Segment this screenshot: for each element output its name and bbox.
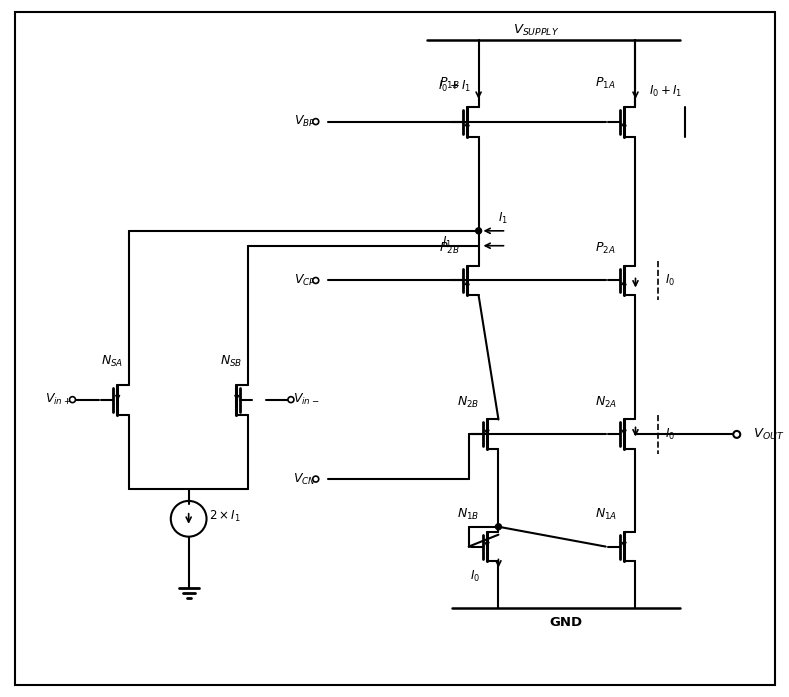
Text: $P_{1A}$: $P_{1A}$	[596, 77, 616, 91]
Text: $I_0$: $I_0$	[665, 273, 675, 288]
Text: $N_{2B}$: $N_{2B}$	[458, 395, 480, 410]
Text: $V_{CP}$: $V_{CP}$	[294, 273, 316, 288]
Text: $V_{in+}$: $V_{in+}$	[45, 392, 72, 407]
Text: $V_{OUT}$: $V_{OUT}$	[753, 427, 784, 442]
Text: $I_0$: $I_0$	[469, 569, 480, 584]
Text: $I_0$: $I_0$	[665, 427, 675, 442]
Circle shape	[495, 523, 502, 530]
Text: $I_0+I_1$: $I_0+I_1$	[438, 79, 472, 94]
Text: $N_{SB}$: $N_{SB}$	[220, 354, 242, 369]
Text: $N_{2A}$: $N_{2A}$	[595, 395, 617, 410]
Text: $2\times I_1$: $2\times I_1$	[208, 510, 241, 524]
Text: $V_{BP}$: $V_{BP}$	[294, 114, 316, 129]
Text: $I_1$: $I_1$	[499, 211, 508, 227]
Text: $I_0+I_1$: $I_0+I_1$	[649, 84, 682, 100]
Text: $P_{1B}$: $P_{1B}$	[439, 77, 459, 91]
Text: $V_{in-}$: $V_{in-}$	[293, 392, 320, 407]
Text: $N_{1B}$: $N_{1B}$	[458, 507, 480, 522]
Circle shape	[733, 431, 740, 438]
Text: $V_{SUPPLY}$: $V_{SUPPLY}$	[513, 23, 559, 38]
Circle shape	[288, 397, 294, 403]
Circle shape	[476, 228, 481, 233]
Text: $P_{2A}$: $P_{2A}$	[596, 241, 616, 256]
Circle shape	[69, 397, 76, 403]
Text: $V_{CN}$: $V_{CN}$	[293, 472, 316, 487]
Text: $N_{1A}$: $N_{1A}$	[595, 507, 617, 522]
Circle shape	[312, 118, 319, 125]
Circle shape	[312, 277, 319, 284]
Circle shape	[312, 476, 319, 482]
Text: GND: GND	[549, 615, 582, 629]
Text: $I_1$: $I_1$	[442, 235, 452, 250]
Text: $N_{SA}$: $N_{SA}$	[101, 354, 123, 369]
Text: $P_{2B}$: $P_{2B}$	[439, 241, 459, 256]
